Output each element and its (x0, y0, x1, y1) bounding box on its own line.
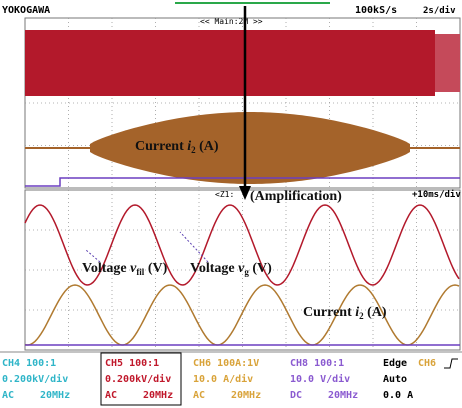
channel-scale: 0.200kV/div (2, 373, 68, 385)
channel-bandwidth: 20MHz (143, 390, 173, 401)
brand: YOKOGAWA (2, 5, 50, 16)
zoom-window-label: <Z1: (215, 190, 234, 199)
voltage-band-tail (435, 34, 460, 92)
annotation: Current i2 (A) (303, 305, 387, 321)
zoom-time-div: +10ms/div (412, 189, 461, 200)
channel-scale: 0.200kV/div (105, 373, 171, 385)
channel-name: CH5 100:1 (105, 358, 159, 369)
channel-coupling: AC (105, 390, 117, 401)
channel-coupling: AC (193, 390, 205, 401)
trigger-mode: Edge (383, 358, 407, 369)
annotation: Current i2 (A) (135, 139, 219, 155)
channel-scale: 10.0 A/div (193, 373, 253, 385)
trigger-level: 0.0 A (383, 390, 413, 401)
page: {"header": {"brand": "YOKOGAWA", "sample… (0, 0, 462, 408)
channel-coupling: AC (2, 390, 14, 401)
time-div: 2s/div (423, 5, 456, 16)
channel-name: CH4 100:1 (2, 358, 56, 369)
channel-name: CH6 100A:1V (193, 358, 259, 369)
voltage-band (25, 30, 435, 96)
channel-scale: 10.0 V/div (290, 373, 350, 385)
channel-coupling: DC (290, 390, 302, 401)
channel-bandwidth: 20MHz (231, 390, 261, 401)
zoom-caption: (Amplification) (250, 189, 342, 204)
trigger-state: Auto (383, 374, 407, 385)
annotation: Voltage vfil (V) (82, 261, 168, 277)
sample-rate: 100kS/s (355, 5, 397, 16)
channel-name: CH8 100:1 (290, 358, 344, 369)
trigger-source: CH6 (418, 358, 436, 369)
oscilloscope-screen: YOKOGAWA 100kS/s 2s/div << Main:2M >> <Z… (0, 0, 462, 408)
annotation: Voltage vg (V) (190, 261, 272, 277)
channel-bandwidth: 20MHz (40, 390, 70, 401)
channel-bandwidth: 20MHz (328, 390, 358, 401)
